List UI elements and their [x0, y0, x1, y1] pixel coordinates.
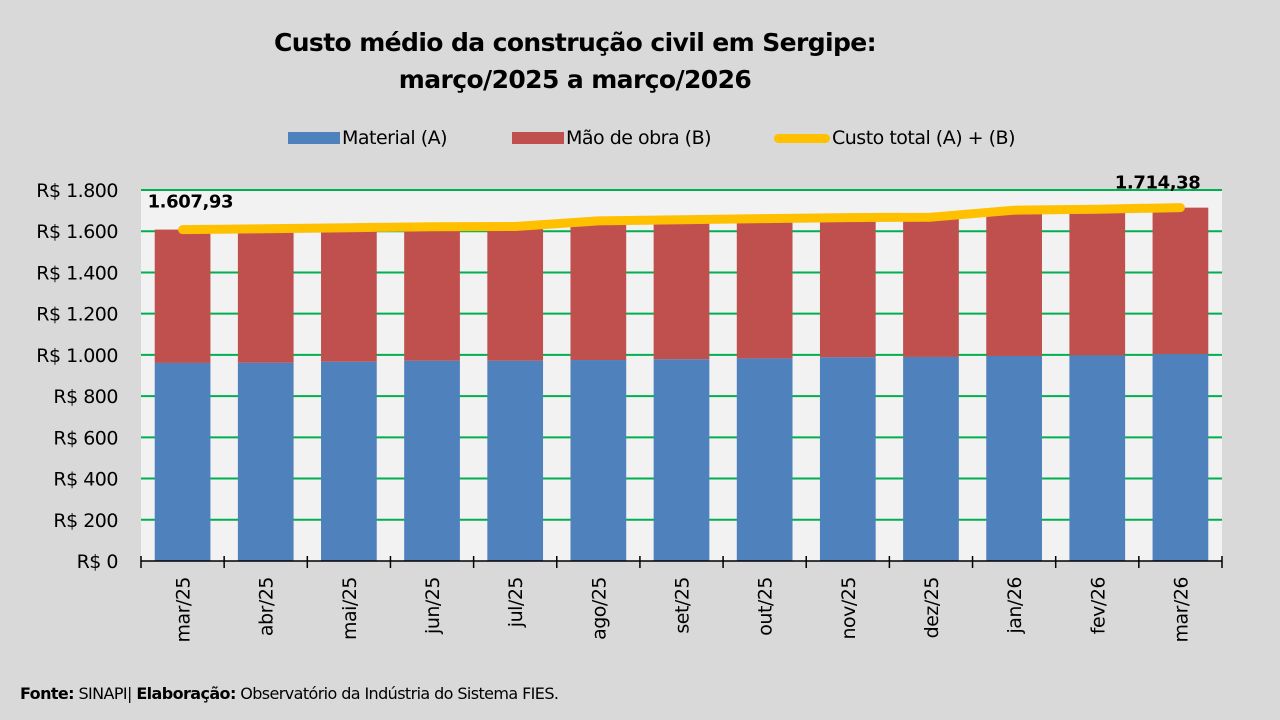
y-tick-label: R$ 1.400	[36, 262, 118, 284]
bar-labor	[1069, 209, 1126, 356]
chart-title: Custo médio da construção civil em Sergi…	[0, 24, 1150, 98]
data-label-total: 1.607,93	[148, 192, 234, 213]
bar-material	[653, 359, 710, 561]
legend-item-material: Material (A)	[288, 127, 448, 149]
bar-labor	[570, 220, 627, 361]
x-tick-label: mar/26	[1170, 577, 1192, 643]
chart-title-line-1: Custo médio da construção civil em Sergi…	[273, 28, 877, 57]
credit-label: Elaboração:	[136, 684, 236, 703]
bar-material	[903, 356, 959, 561]
bar-labor	[321, 227, 377, 362]
bar-labor	[237, 228, 294, 363]
x-tick-label: nov/25	[838, 577, 860, 640]
bar-labor	[154, 229, 211, 363]
credit-value: Observatório da Indústria do Sistema FIE…	[240, 684, 559, 703]
bar-material	[237, 362, 294, 561]
x-tick-label: mar/25	[173, 577, 195, 643]
footer-separator: |	[127, 684, 132, 703]
x-tick-label: jan/26	[1004, 577, 1026, 635]
legend-swatch-labor	[512, 132, 564, 144]
bar-labor	[1152, 207, 1209, 355]
data-label-total: 1.714,38	[1115, 173, 1201, 194]
legend-swatch-material	[288, 132, 340, 144]
legend-label-material: Material (A)	[342, 127, 448, 149]
x-tick-label: fev/26	[1087, 577, 1109, 634]
footer: Fonte: SINAPI| Elaboração: Observatório …	[20, 684, 559, 703]
y-tick-label: R$ 200	[53, 510, 118, 532]
y-tick-label: R$ 800	[53, 386, 118, 408]
x-tick-label: mai/25	[339, 577, 361, 640]
legend-label-labor: Mão de obra (B)	[566, 127, 712, 149]
legend-item-labor: Mão de obra (B)	[512, 127, 712, 149]
x-tick-label: jun/25	[422, 577, 444, 635]
source-value: SINAPI	[78, 684, 128, 703]
bar-material	[986, 355, 1042, 561]
bar-labor	[819, 217, 876, 358]
legend-item-total: Custo total (A) + (B)	[774, 127, 1016, 149]
bar-labor	[404, 226, 460, 361]
x-tick-label: dez/25	[921, 577, 943, 638]
bar-material	[487, 360, 544, 561]
legend-label-total: Custo total (A) + (B)	[832, 127, 1016, 149]
source-label: Fonte:	[20, 684, 75, 703]
y-tick-label: R$ 600	[53, 427, 118, 449]
bar-material	[1152, 354, 1209, 561]
x-tick-label: ago/25	[588, 577, 610, 640]
total-cost-line	[178, 203, 1185, 235]
bar-material	[819, 357, 876, 561]
x-tick-label: set/25	[672, 577, 694, 634]
y-tick-label: R$ 1.600	[36, 221, 118, 243]
x-tick-label: abr/25	[256, 577, 278, 636]
bar-labor	[903, 217, 959, 357]
bar-labor	[487, 226, 544, 361]
legend: Material (A) Mão de obra (B) Custo total…	[0, 127, 1280, 153]
y-tick-label: R$ 0	[77, 551, 118, 573]
x-tick-label: jul/25	[505, 577, 527, 628]
bar-material	[736, 358, 793, 561]
y-tick-label: R$ 1.800	[36, 180, 118, 202]
x-tick-label: out/25	[755, 577, 777, 636]
bar-labor	[653, 219, 710, 360]
y-tick-label: R$ 400	[53, 469, 118, 491]
bar-material	[154, 362, 211, 561]
chart-title-line-2: março/2025 a março/2026	[398, 65, 752, 94]
bar-material	[570, 360, 627, 561]
bar-labor	[736, 218, 793, 359]
bar-labor	[986, 210, 1042, 356]
y-tick-label: R$ 1.200	[36, 304, 118, 326]
y-tick-label: R$ 1.000	[36, 345, 118, 367]
legend-swatch-total	[774, 133, 830, 143]
bar-material	[321, 361, 377, 561]
bar-material	[1069, 355, 1126, 561]
bar-material	[404, 360, 460, 561]
